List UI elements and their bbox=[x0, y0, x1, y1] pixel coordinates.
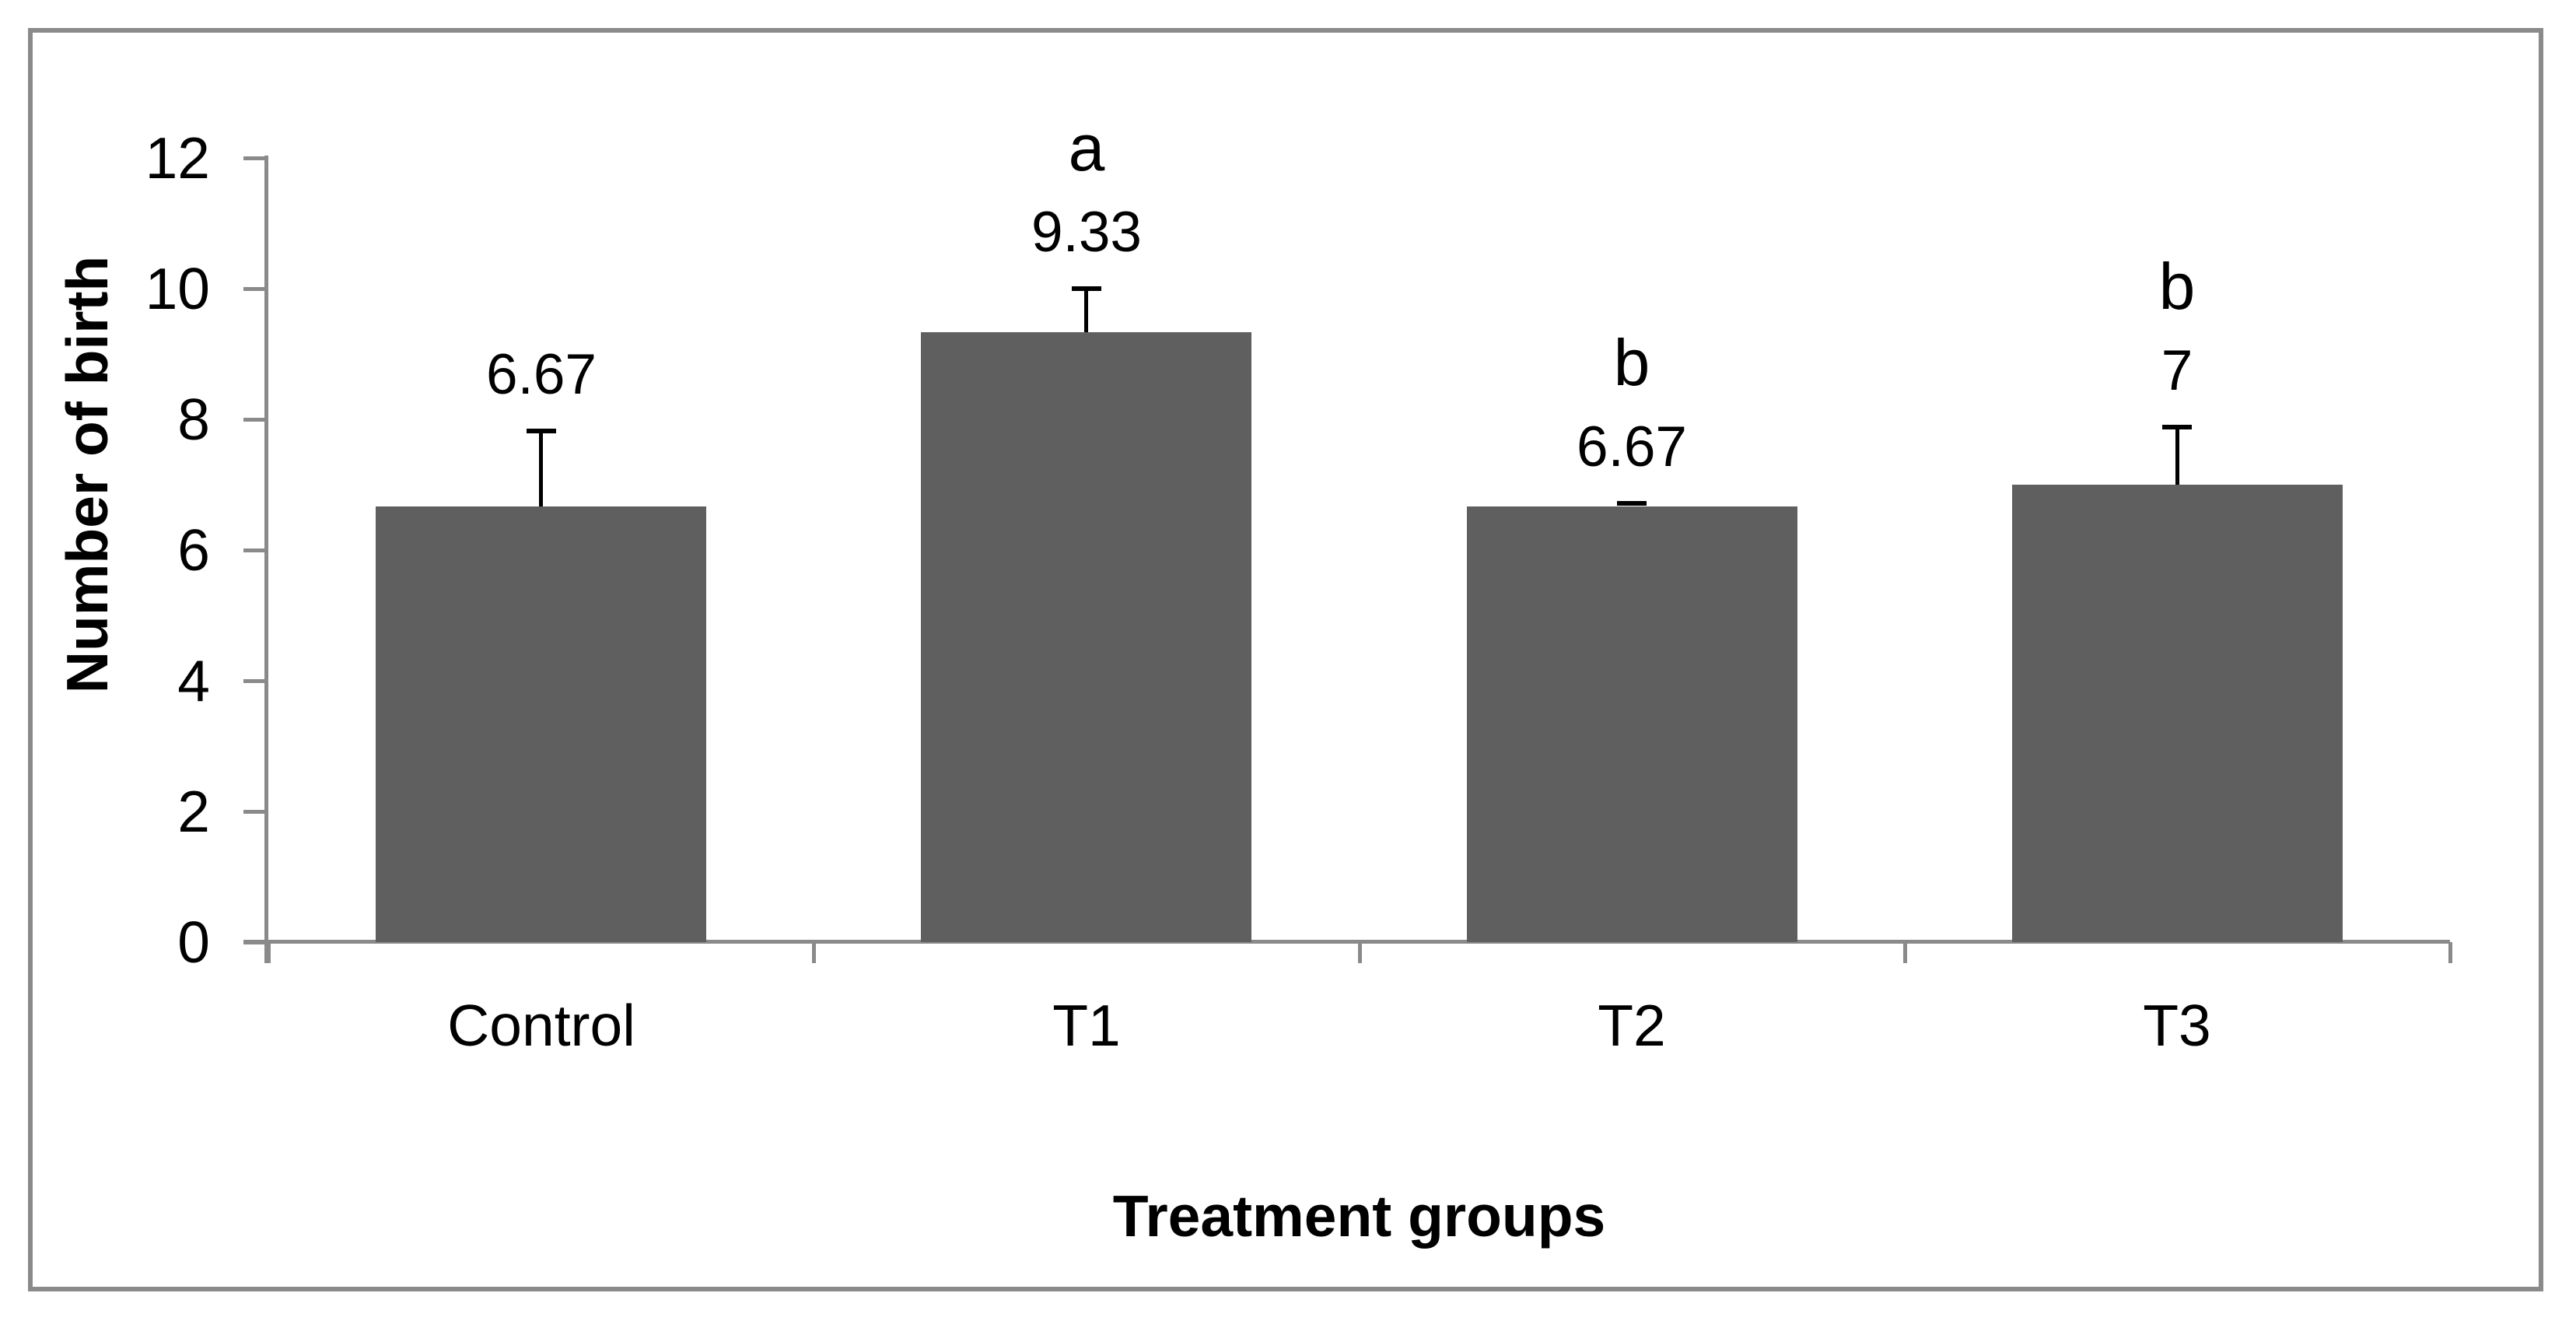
x-axis-line bbox=[243, 940, 2450, 944]
x-tick bbox=[1358, 942, 1362, 963]
value-label-t3: 7 bbox=[2161, 339, 2193, 402]
value-label-t2: 6.67 bbox=[1576, 415, 1688, 478]
error-bar-cap-control bbox=[527, 429, 556, 433]
y-tick-label: 6 bbox=[177, 517, 210, 583]
x-category-label-t2: T2 bbox=[1598, 993, 1666, 1058]
y-tick-label: 4 bbox=[177, 648, 210, 713]
y-tick bbox=[243, 941, 264, 944]
significance-letter-t3: b bbox=[2158, 250, 2196, 323]
x-tick bbox=[267, 942, 271, 963]
y-tick bbox=[243, 679, 264, 683]
significance-letter-t1: a bbox=[1068, 111, 1105, 184]
error-bar-cap-t1 bbox=[1072, 286, 1101, 291]
x-tick bbox=[1903, 942, 1907, 963]
x-category-label-t3: T3 bbox=[2143, 993, 2211, 1058]
error-bar-cap-t3 bbox=[2162, 425, 2192, 429]
y-tick-label: 8 bbox=[177, 387, 210, 452]
x-axis-title: Treatment groups bbox=[1112, 1183, 1606, 1249]
bar-t3 bbox=[2012, 485, 2343, 942]
y-tick bbox=[243, 810, 264, 814]
chart-border bbox=[28, 28, 2543, 1291]
error-bar-whisker-control bbox=[539, 431, 543, 506]
y-tick-label: 0 bbox=[177, 909, 210, 975]
x-tick bbox=[2448, 942, 2452, 963]
value-label-control: 6.67 bbox=[485, 343, 597, 406]
error-bar-cap-t2 bbox=[1617, 501, 1647, 506]
bar-t1 bbox=[921, 332, 1251, 942]
y-tick-label: 10 bbox=[145, 256, 210, 321]
x-category-label-t1: T1 bbox=[1052, 993, 1121, 1058]
y-tick bbox=[243, 418, 264, 422]
x-tick bbox=[812, 942, 816, 963]
value-label-t1: 9.33 bbox=[1031, 201, 1143, 264]
y-tick-label: 12 bbox=[145, 125, 210, 191]
y-axis-line bbox=[264, 156, 268, 963]
x-category-label-control: Control bbox=[447, 993, 635, 1058]
y-tick bbox=[243, 548, 264, 552]
y-axis-title: Number of birth bbox=[54, 255, 120, 694]
error-bar-whisker-t3 bbox=[2175, 427, 2179, 485]
significance-letter-t2: b bbox=[1613, 326, 1650, 399]
bar-t2 bbox=[1467, 506, 1797, 942]
bar-control bbox=[376, 506, 706, 942]
y-tick bbox=[243, 156, 264, 160]
error-bar-whisker-t1 bbox=[1084, 289, 1088, 332]
y-tick bbox=[243, 287, 264, 291]
y-tick-label: 2 bbox=[177, 779, 210, 844]
